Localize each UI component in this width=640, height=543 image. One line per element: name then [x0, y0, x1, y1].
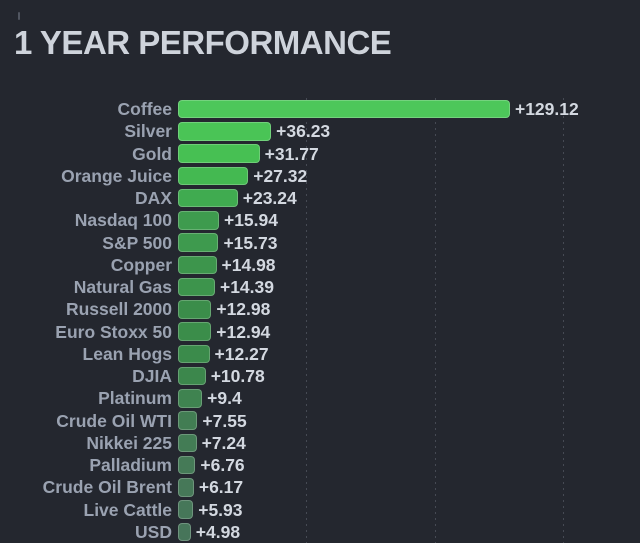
value-label: +12.94	[216, 321, 271, 342]
value-label: +15.94	[223, 210, 278, 231]
value-bar	[178, 211, 219, 230]
chart-row: Natural Gas +14.39	[0, 276, 640, 298]
category-label: Lean Hogs	[82, 343, 172, 364]
category-label: DJIA	[132, 366, 172, 386]
chart-row: Palladium +6.76	[0, 454, 640, 476]
value-bar	[178, 322, 212, 341]
gridline-x-50	[306, 98, 308, 543]
category-label: Euro Stoxx 50	[55, 321, 172, 342]
gridline-x-100	[434, 98, 436, 543]
value-label: +7.55	[202, 410, 247, 431]
value-bar	[178, 478, 194, 497]
chart-row: DAX +23.24	[0, 187, 640, 209]
chart-title: 1 YEAR PERFORMANCE	[14, 24, 392, 61]
chart-row: Crude Oil WTI +7.55	[0, 410, 640, 432]
category-label: Orange Juice	[61, 165, 172, 186]
category-label: Platinum	[98, 388, 172, 409]
chart-row: Platinum +9.4	[0, 387, 640, 409]
value-bar	[178, 233, 219, 252]
chart-row: Orange Juice +27.32	[0, 165, 640, 187]
category-label: Russell 2000	[65, 299, 172, 320]
value-bar	[178, 188, 238, 208]
value-label: +4.98	[195, 521, 241, 542]
chart-row: Crude Oil Brent +6.17	[0, 476, 640, 498]
chart-row: Silver +36.23	[0, 120, 640, 142]
value-label: +12.98	[216, 299, 271, 320]
value-bar	[178, 455, 196, 475]
value-label: +129.12	[514, 99, 579, 119]
value-bar	[178, 366, 206, 386]
value-label: +14.98	[221, 254, 276, 275]
chart-row: Gold +31.77	[0, 143, 640, 165]
chart-row: Nasdaq 100 +15.94	[0, 209, 640, 231]
chart-row: S&P 500 +15.73	[0, 232, 640, 254]
chart-row: Lean Hogs +12.27	[0, 343, 640, 365]
chart-row: DJIA +10.78	[0, 365, 640, 387]
value-label: +9.4	[207, 388, 242, 409]
category-label: Copper	[110, 254, 172, 275]
chart-row: Copper +14.98	[0, 254, 640, 276]
category-label: Palladium	[89, 455, 172, 475]
value-bar	[178, 99, 510, 119]
category-label: Gold	[132, 143, 172, 164]
value-bar	[178, 522, 191, 542]
value-label: +36.23	[276, 121, 331, 142]
value-label: +6.76	[200, 455, 245, 475]
value-label: +14.39	[219, 277, 274, 297]
value-bar	[178, 300, 212, 319]
category-label: USD	[135, 521, 172, 542]
value-label: +5.93	[198, 499, 243, 520]
value-bar	[178, 389, 203, 408]
value-bar	[178, 144, 260, 163]
category-label: Crude Oil Brent	[42, 477, 172, 498]
category-label: DAX	[135, 188, 172, 208]
value-label: +27.32	[253, 165, 308, 186]
value-bar	[178, 411, 198, 430]
category-label: Live Cattle	[83, 499, 173, 520]
chart-row: Live Cattle +5.93	[0, 499, 640, 521]
value-bar	[178, 277, 215, 297]
value-bar	[178, 500, 194, 519]
value-bar	[178, 433, 197, 453]
category-label: Natural Gas	[73, 277, 172, 297]
category-label: S&P 500	[102, 232, 172, 253]
value-label: +6.17	[198, 477, 244, 498]
category-label: Crude Oil WTI	[56, 410, 172, 431]
value-label: +23.24	[242, 188, 297, 208]
category-label: Nasdaq 100	[74, 210, 172, 231]
value-bar	[178, 122, 272, 141]
category-label: Coffee	[117, 99, 172, 119]
category-label: Nikkei 225	[86, 432, 172, 453]
value-label: +7.24	[201, 432, 246, 453]
value-bar	[178, 255, 217, 275]
category-label: Silver	[124, 121, 172, 142]
value-bar	[178, 166, 249, 186]
stray-mark	[18, 12, 20, 20]
value-bar	[178, 344, 210, 364]
chart-row: Russell 2000 +12.98	[0, 298, 640, 320]
value-label: +31.77	[264, 143, 319, 164]
value-label: +10.78	[210, 366, 265, 386]
value-label: +12.27	[214, 343, 269, 364]
chart-row: Coffee +129.12	[0, 98, 640, 120]
chart-row: Nikkei 225 +7.24	[0, 432, 640, 454]
value-label: +15.73	[223, 232, 278, 253]
gridline-x-150	[563, 98, 565, 543]
bar-chart: Coffee +129.12 Silver +36.23 Gold +31.77 Orang…	[0, 98, 640, 543]
chart-row: USD +4.98	[0, 521, 640, 543]
chart-row: Euro Stoxx 50 +12.94	[0, 321, 640, 343]
